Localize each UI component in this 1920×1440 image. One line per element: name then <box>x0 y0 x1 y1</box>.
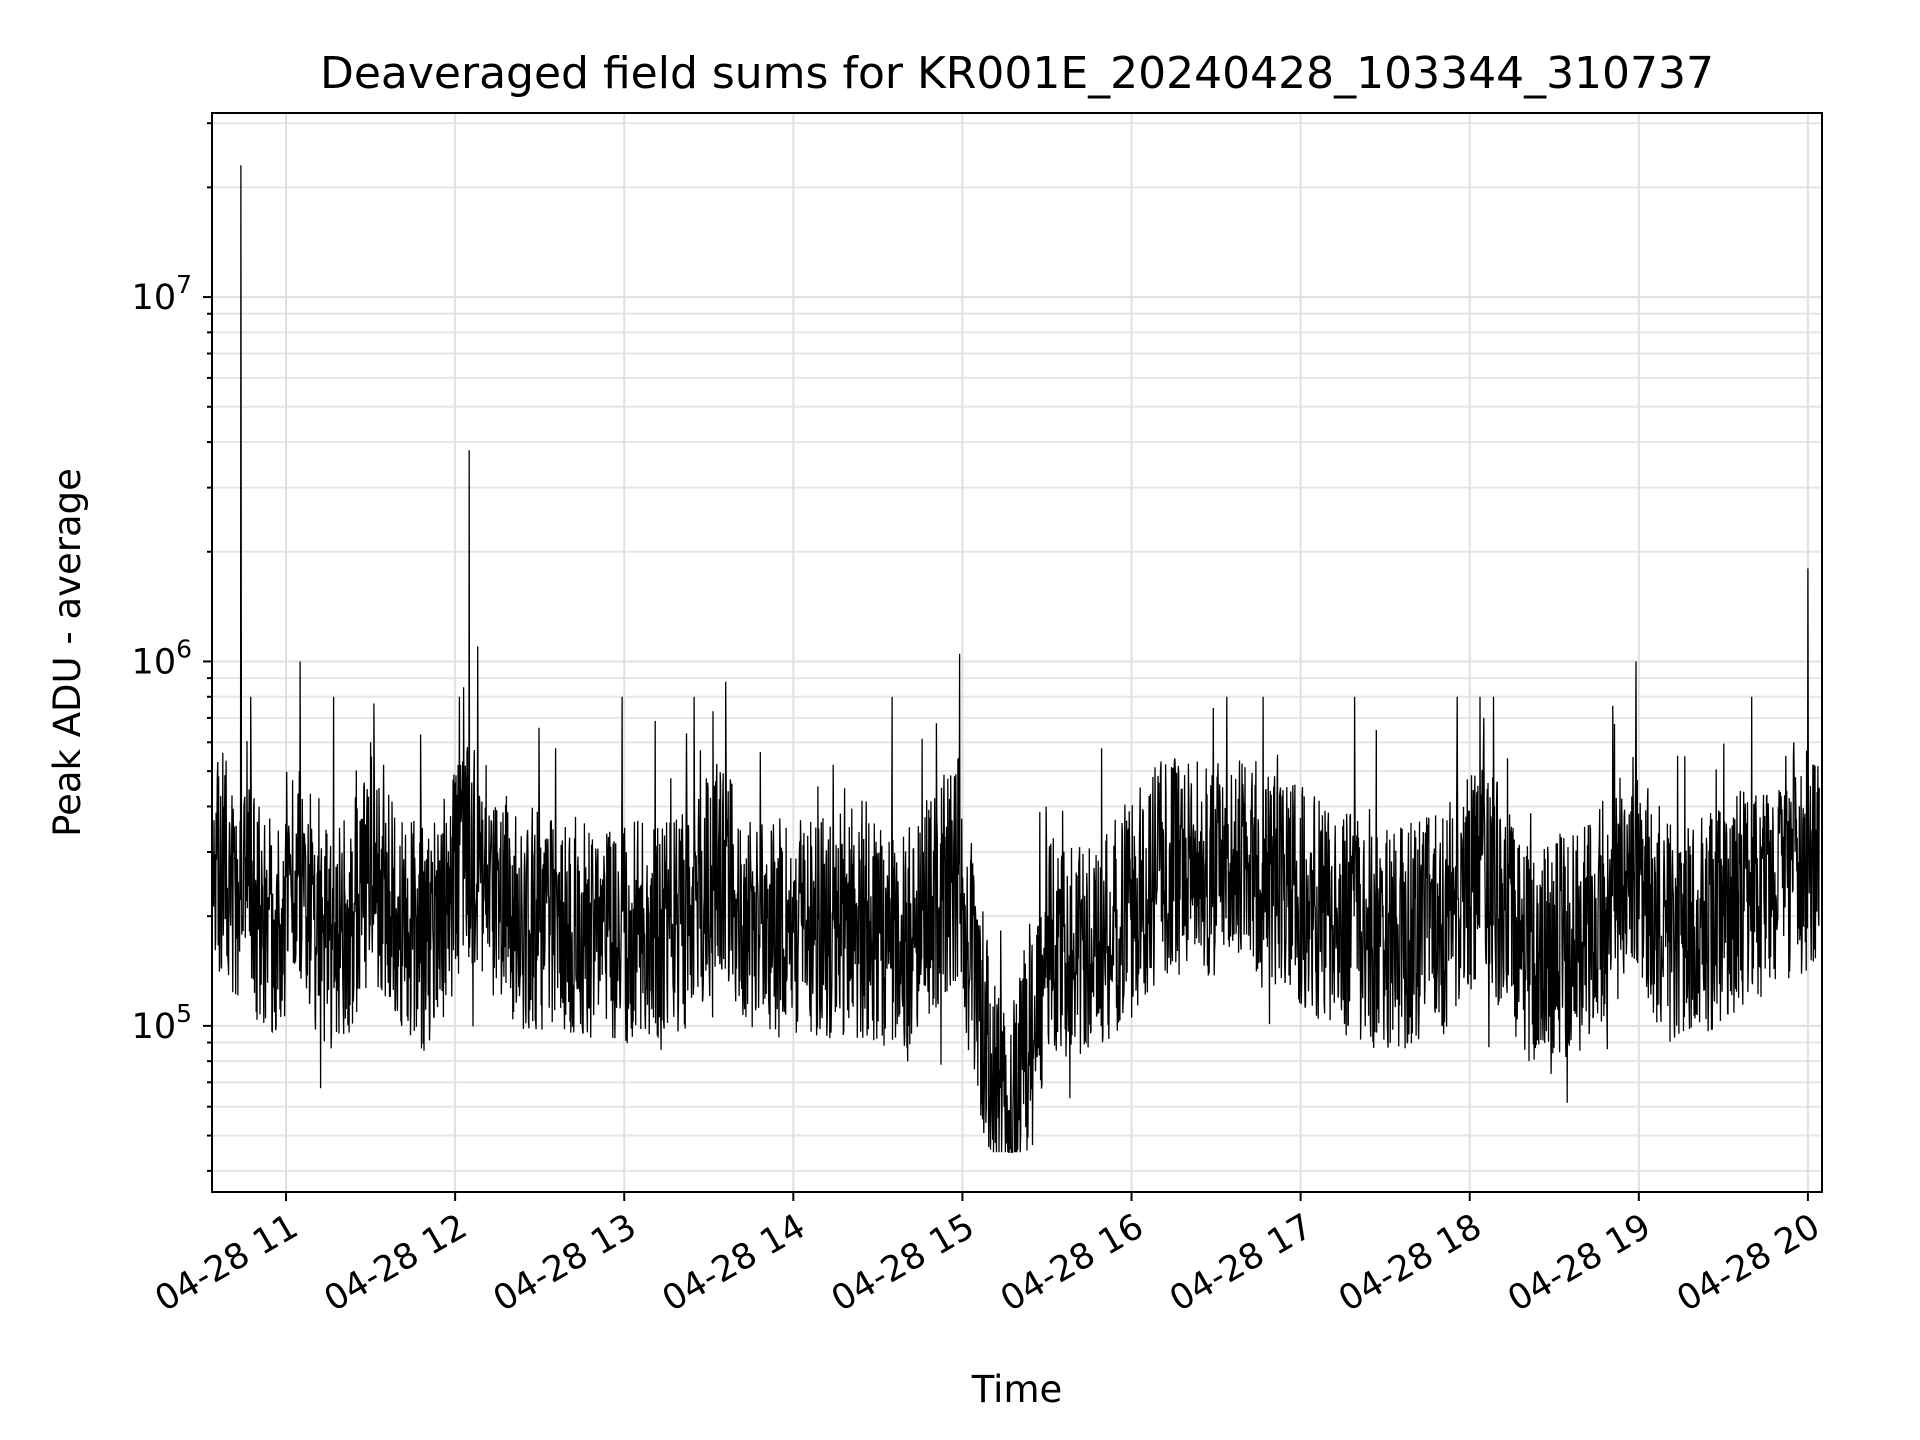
major-gridlines <box>212 113 1822 1192</box>
y-tick-label: 105 <box>132 999 192 1047</box>
y-axis-ticks: 105 106 107 <box>132 122 212 1172</box>
y-tick-label: 106 <box>132 634 192 682</box>
y-axis-label: Peak ADU - average <box>46 468 89 837</box>
y-tick-label: 107 <box>132 270 192 318</box>
x-axis-label: Time <box>971 1368 1063 1411</box>
plot-frame <box>211 112 1823 1193</box>
series-line <box>212 165 1820 1153</box>
chart-title: Deaveraged field sums for KR001E_2024042… <box>320 48 1714 99</box>
